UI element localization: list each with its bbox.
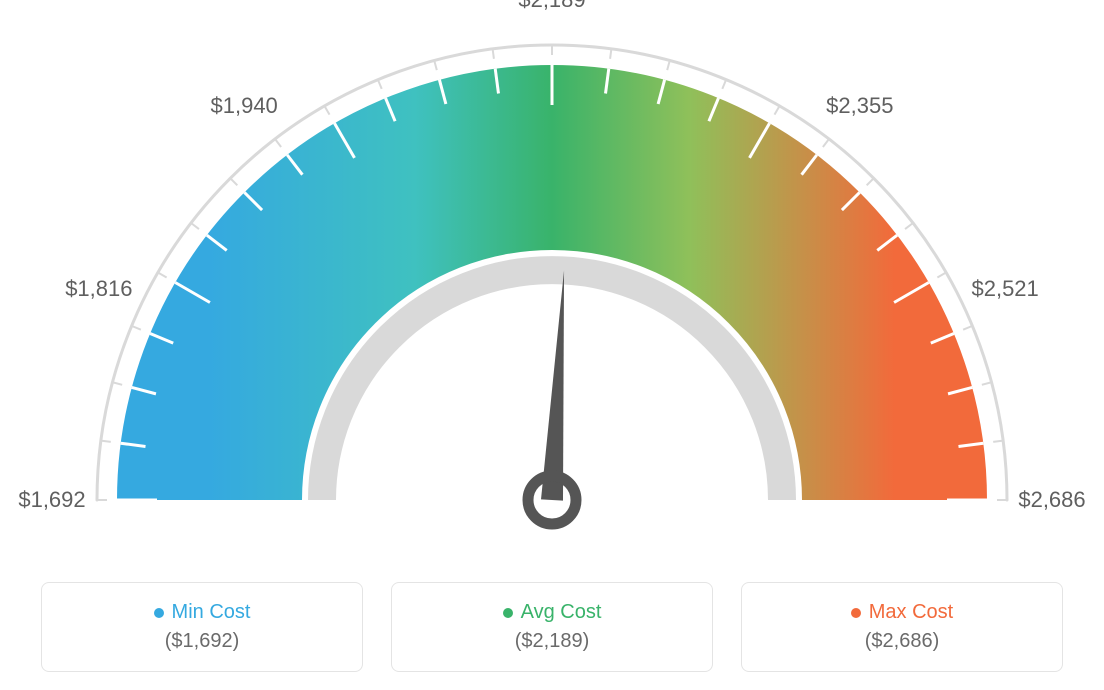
legend-label-min: Min Cost [172, 601, 251, 624]
legend-value-min: ($1,692) [165, 630, 240, 653]
gauge-svg [0, 0, 1104, 560]
legend-dot-max [851, 608, 861, 618]
legend-card-max: Max Cost ($2,686) [741, 582, 1063, 672]
legend-card-avg: Avg Cost ($2,189) [391, 582, 713, 672]
gauge-tick-label: $2,355 [826, 93, 893, 119]
gauge-tick-label: $2,189 [518, 0, 585, 13]
legend-value-avg: ($2,189) [515, 630, 590, 653]
gauge-tick-label: $2,686 [1018, 487, 1085, 513]
legend-label-avg: Avg Cost [521, 601, 602, 624]
legend-dot-min [154, 608, 164, 618]
gauge-area: $1,692 $1,816 $1,940 $2,189 $2,355 $2,521 $2,6… [0, 0, 1104, 560]
legend-title-avg: Avg Cost [503, 601, 602, 624]
legend-row: Min Cost ($1,692) Avg Cost ($2,189) Max … [41, 582, 1063, 672]
gauge-tick-label: $2,521 [971, 276, 1038, 302]
legend-dot-avg [503, 608, 513, 618]
legend-value-max: ($2,686) [865, 630, 940, 653]
gauge-tick-label: $1,940 [211, 93, 278, 119]
legend-title-min: Min Cost [154, 601, 251, 624]
gauge-tick-label: $1,816 [65, 276, 132, 302]
legend-card-min: Min Cost ($1,692) [41, 582, 363, 672]
legend-label-max: Max Cost [869, 601, 953, 624]
gauge-tick-label: $1,692 [18, 487, 85, 513]
legend-title-max: Max Cost [851, 601, 953, 624]
gauge-chart-container: $1,692 $1,816 $1,940 $2,189 $2,355 $2,521 $2,6… [0, 0, 1104, 690]
